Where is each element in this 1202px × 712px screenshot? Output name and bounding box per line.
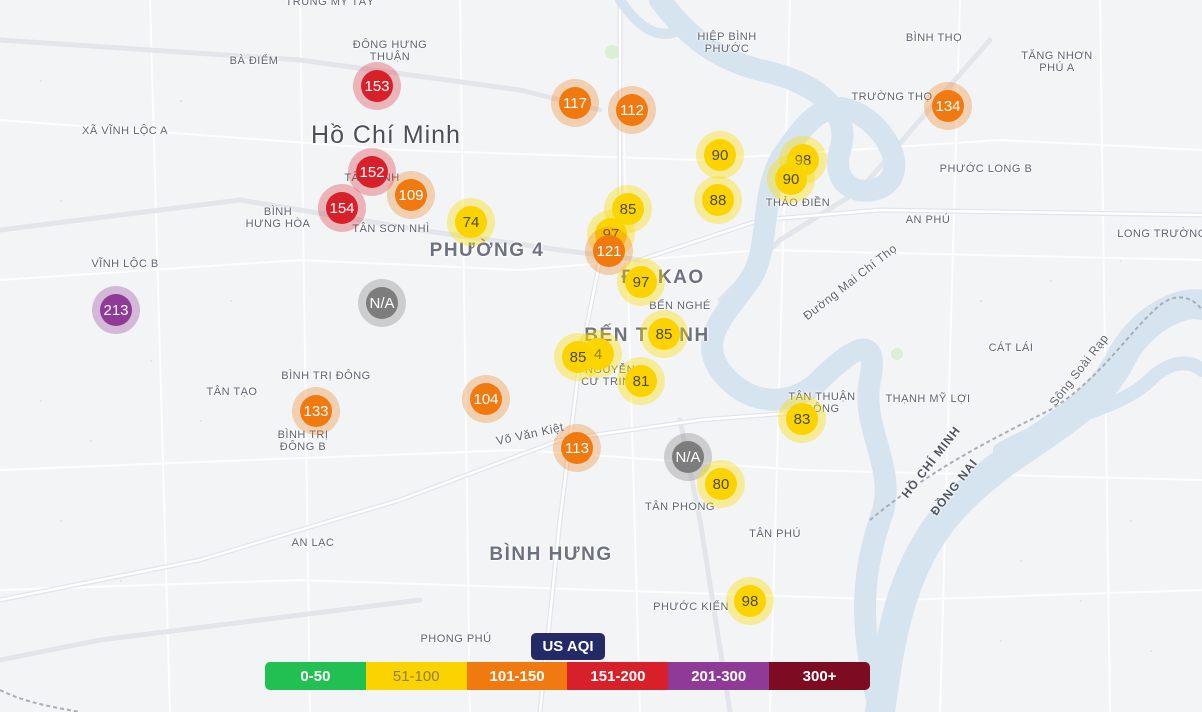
aqi-value: 104 [470, 383, 502, 415]
place-label: TRƯỜNG THỌ [851, 91, 933, 103]
aqi-station-marker[interactable]: 154 [318, 184, 366, 232]
aqi-station-marker[interactable]: 112 [608, 86, 656, 134]
place-label: BÌNH HƯNG HÒA [245, 206, 311, 230]
place-label: VĨNH LỘC B [91, 258, 159, 270]
place-label: TÂN PHÚ [749, 528, 801, 540]
aqi-value: 85 [562, 341, 594, 373]
aqi-value: 85 [612, 193, 644, 225]
place-label: LONG TRƯỜNG [1117, 228, 1202, 240]
aqi-station-marker[interactable]: N/A [664, 433, 712, 481]
aqi-value: N/A [366, 287, 398, 319]
place-label: BÀ ĐIỂM [229, 55, 279, 67]
place-label: Hồ Chí Minh [311, 121, 461, 149]
legend-segment: 0-50 [265, 662, 366, 690]
aqi-station-marker[interactable]: 113 [553, 424, 601, 472]
aqi-value: 154 [326, 192, 358, 224]
aqi-value: 121 [593, 235, 625, 267]
place-label: BÌNH HƯNG [489, 544, 613, 565]
place-label: BÌNH TRỊ ĐÔNG [281, 370, 371, 382]
place-label: THẠNH MỸ LỢI [885, 393, 971, 405]
aqi-station-marker[interactable]: 117 [551, 79, 599, 127]
legend-segment: 151-200 [567, 662, 669, 690]
aqi-value: 133 [300, 395, 332, 427]
place-label: ĐÔNG HƯNG THUẬN [352, 39, 428, 63]
aqi-value: 98 [734, 585, 766, 617]
place-label: XÃ VĨNH LỘC A [82, 125, 168, 137]
aqi-value: 113 [561, 432, 593, 464]
aqi-station-marker[interactable]: 133 [292, 387, 340, 435]
aqi-value: 90 [704, 139, 736, 171]
aqi-station-marker[interactable]: 109 [387, 171, 435, 219]
place-label: PHONG PHÚ [420, 633, 492, 645]
place-label: BÌNH THỌ [905, 32, 963, 44]
aqi-station-marker[interactable]: 80 [697, 460, 745, 508]
aqi-value: 213 [100, 294, 132, 326]
place-label: THẢO ĐIỀN [765, 197, 831, 209]
place-label: TĂNG NHƠN PHÚ A [1021, 50, 1093, 74]
aqi-value: 80 [705, 468, 737, 500]
aqi-value: 152 [356, 156, 388, 188]
aqi-value: 90 [775, 163, 807, 195]
aqi-station-marker[interactable]: 85 [640, 310, 688, 358]
aqi-value: 109 [395, 179, 427, 211]
place-label: TRUNG MỸ TÂY [285, 0, 375, 8]
place-label: BẾN NGHÉ [649, 300, 711, 312]
aqi-legend: 0-50 51-100 101-150 151-200 201-300 300+ [265, 662, 870, 690]
legend-segment: 51-100 [365, 662, 467, 690]
place-label: PHƯỚC LONG B [939, 163, 1033, 175]
aqi-station-marker[interactable]: 74 [447, 198, 495, 246]
aqi-value: 112 [616, 94, 648, 126]
place-label: TÂN TẠO [206, 386, 258, 398]
aqi-station-marker[interactable]: 90 [767, 155, 815, 203]
place-label: TÂN PHONG [645, 501, 715, 513]
aqi-value: 88 [702, 184, 734, 216]
place-label: HIỆP BÌNH PHƯỚC [697, 31, 757, 55]
place-label: AN PHÚ [905, 214, 951, 226]
aqi-value: 134 [932, 90, 964, 122]
legend-segment: 300+ [769, 662, 870, 690]
place-label: PHƯỚC KIỂN [653, 601, 729, 613]
aqi-station-marker[interactable]: 88 [694, 176, 742, 224]
legend-title: US AQI [531, 633, 605, 660]
legend-segment: 101-150 [466, 662, 568, 690]
aqi-station-marker[interactable]: 97 [617, 258, 665, 306]
place-label: PHƯỜNG 4 [429, 240, 545, 261]
place-label: BÌNH TRỊ ĐÔNG B [277, 429, 329, 453]
aqi-station-marker[interactable]: 134 [924, 82, 972, 130]
aqi-value: N/A [672, 441, 704, 473]
place-label: CÁT LÁI [988, 342, 1034, 354]
aqi-station-marker[interactable]: 85 [554, 333, 602, 381]
aqi-station-marker[interactable]: 83 [778, 395, 826, 443]
place-label: AN LẠC [291, 537, 335, 549]
aqi-station-marker[interactable]: 152 [348, 148, 396, 196]
aqi-station-marker[interactable]: 98 [726, 577, 774, 625]
aqi-station-marker[interactable]: 121 [585, 227, 633, 275]
legend-segment: 201-300 [668, 662, 770, 690]
aqi-station-marker[interactable]: 81 [617, 357, 665, 405]
aqi-station-marker[interactable]: 90 [696, 131, 744, 179]
aqi-value: 83 [786, 403, 818, 435]
aqi-value: 97 [625, 266, 657, 298]
aqi-value: 85 [648, 318, 680, 350]
aqi-value: 81 [625, 365, 657, 397]
aqi-station-marker[interactable]: N/A [358, 279, 406, 327]
aqi-station-marker[interactable]: 213 [92, 286, 140, 334]
aqi-value: 74 [455, 206, 487, 238]
aqi-station-marker[interactable]: 104 [462, 375, 510, 423]
aqi-station-marker[interactable]: 153 [353, 62, 401, 110]
aqi-value: 153 [361, 70, 393, 102]
place-label: TÂN SƠN NHÌ [352, 223, 430, 235]
aqi-value: 117 [559, 87, 591, 119]
